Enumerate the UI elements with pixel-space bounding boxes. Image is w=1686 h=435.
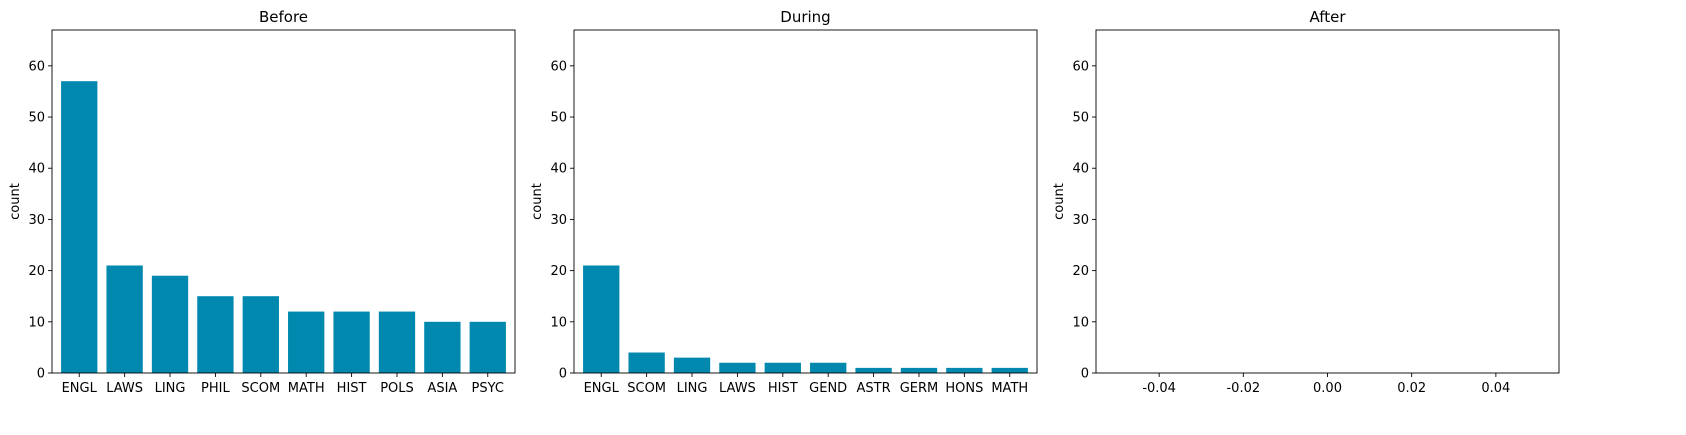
y-tick-label: 60 (1072, 59, 1089, 74)
bar-engl (61, 81, 98, 373)
x-tick-label: PSYC (472, 381, 504, 396)
bar-laws (106, 265, 143, 373)
y-tick-label: 50 (1072, 111, 1089, 126)
x-tick-label: HIST (337, 381, 367, 396)
bar-germ (900, 367, 938, 373)
x-tick-label: SCOM (627, 381, 666, 396)
bar-hons (946, 367, 983, 373)
y-tick-label: 30 (28, 213, 45, 228)
y-tick-label: 60 (550, 59, 567, 74)
bar-scom (628, 352, 665, 373)
y-tick-label: 10 (1072, 315, 1089, 330)
chart-title: After (1309, 8, 1346, 26)
bar-scom (242, 296, 279, 373)
chart-title: Before (259, 8, 308, 26)
bar-math (991, 367, 1028, 373)
bar-asia (424, 321, 461, 373)
x-tick-label: ASIA (427, 381, 457, 396)
x-tick-label: PHIL (201, 381, 230, 396)
y-tick-label: 40 (28, 162, 45, 177)
x-tick-label: MATH (288, 381, 325, 396)
y-tick-label: 30 (1072, 213, 1089, 228)
x-tick-label: ASTR (857, 381, 891, 396)
x-tick-label: HONS (945, 381, 983, 396)
x-tick-label: GEND (809, 381, 847, 396)
bar-psyc (469, 321, 506, 373)
x-tick-label: LAWS (106, 381, 143, 396)
y-tick-label: 0 (559, 367, 567, 382)
y-axis-label: count (8, 183, 23, 220)
y-tick-label: 30 (550, 213, 567, 228)
x-tick-label: HIST (768, 381, 798, 396)
x-tick-label: 0.02 (1397, 381, 1426, 396)
x-tick-label: POLS (380, 381, 414, 396)
x-tick-label: LING (155, 381, 186, 396)
y-tick-label: 10 (550, 315, 567, 330)
bar-pols (378, 311, 416, 373)
y-tick-label: 10 (28, 315, 45, 330)
bar-phil (197, 296, 234, 373)
x-tick-label: -0.02 (1226, 381, 1260, 396)
bar-math (288, 311, 325, 373)
x-tick-label: LAWS (719, 381, 756, 396)
bar-ling (673, 357, 711, 373)
axes-frame (573, 29, 1038, 374)
y-axis-label: count (530, 183, 545, 220)
chart-panel-1: 0 10 20 30 40 50 60 ENGL LAWS LING PHIL SCOM MATH HIS… (8, 8, 516, 396)
x-tick-label: -0.04 (1142, 381, 1176, 396)
axes-frame (1095, 29, 1560, 374)
y-axis-label: count (1052, 183, 1067, 220)
x-tick-label: ENGL (584, 381, 620, 396)
x-tick-label: SCOM (241, 381, 280, 396)
y-tick-label: 40 (550, 162, 567, 177)
bar-laws (719, 362, 756, 373)
y-tick-label: 0 (1081, 367, 1089, 382)
bar-engl (583, 265, 620, 373)
x-tick-label: ENGL (62, 381, 98, 396)
x-tick-label: MATH (991, 381, 1028, 396)
y-tick-label: 50 (28, 111, 45, 126)
x-tick-label: 0.00 (1313, 381, 1342, 396)
y-tick-label: 0 (37, 367, 45, 382)
y-tick-label: 20 (550, 264, 567, 279)
axes-frame (51, 29, 516, 374)
x-tick-label: LING (677, 381, 708, 396)
y-tick-label: 20 (1072, 264, 1089, 279)
bar-hist (333, 311, 370, 373)
chart-panel-2: 0 10 20 30 40 50 60 ENGL SCOM LING LAWS HIST GEND AST… (530, 8, 1038, 396)
bar-hist (764, 362, 801, 373)
bar-gend (810, 362, 847, 373)
y-tick-label: 40 (1072, 162, 1089, 177)
x-tick-label: 0.04 (1481, 381, 1510, 396)
chart-panel-3: 0 10 20 30 40 50 60 -0.04 -0.02 0.00 0.02 0.04 After… (1052, 8, 1560, 396)
bar-astr (855, 367, 892, 373)
bar-ling (151, 275, 189, 373)
x-tick-label: GERM (900, 381, 939, 396)
y-tick-label: 60 (28, 59, 45, 74)
y-tick-label: 50 (550, 111, 567, 126)
chart-title: During (780, 8, 830, 26)
y-tick-label: 20 (28, 264, 45, 279)
